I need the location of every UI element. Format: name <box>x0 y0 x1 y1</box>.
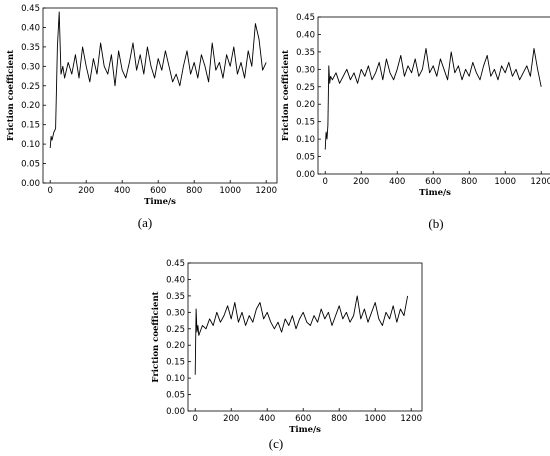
y-tick-label: 0.45 <box>296 13 315 23</box>
y-tick-label: 0.00 <box>296 170 315 180</box>
y-tick-label: 0.40 <box>166 275 185 285</box>
x-tick-label: 1200 <box>400 414 422 424</box>
panel-a: 0.00 0.05 0.10 0.15 0.20 0.25 0.30 0.35 0.40 0.45… <box>6 4 278 230</box>
y-tick-label: 0.10 <box>296 135 315 145</box>
x-tick-label: 800 <box>186 186 202 196</box>
y-axis-label: Friction coefficient <box>281 50 291 141</box>
y-tick-label: 0.20 <box>296 100 315 110</box>
panel-c: 0.00 0.05 0.10 0.15 0.20 0.25 0.30 0.35 0.40 0.45… <box>151 259 423 451</box>
x-tick-label: 400 <box>114 186 130 196</box>
x-tick-label: 0 <box>47 186 52 196</box>
y-tick-label: 0.35 <box>166 292 185 302</box>
x-tick-label: 400 <box>389 177 405 187</box>
plot-frame <box>317 16 550 175</box>
y-tick-label: 0.30 <box>21 62 40 72</box>
x-tick-label: 800 <box>461 177 477 187</box>
y-tick-label: 0.45 <box>21 4 40 14</box>
x-tick-label: 1200 <box>530 177 550 187</box>
y-tick-label: 0.05 <box>166 391 185 401</box>
x-tick-label: 1200 <box>255 186 277 196</box>
panel-caption: (a) <box>138 215 152 230</box>
friction-series-line <box>194 295 409 375</box>
y-tick-label: 0.15 <box>166 358 185 368</box>
x-tick-label: 0 <box>322 177 327 187</box>
y-tick-label: 0.10 <box>21 140 40 150</box>
y-tick-label: 0.25 <box>21 82 40 92</box>
x-tick-label: 1000 <box>494 177 516 187</box>
y-tick-label: 0.35 <box>21 43 40 53</box>
y-tick-label: 0.05 <box>21 160 40 170</box>
y-tick-label: 0.40 <box>296 30 315 40</box>
x-tick-label: 1000 <box>364 414 386 424</box>
y-tick-label: 0.10 <box>166 374 185 384</box>
y-tick-label: 0.00 <box>21 179 40 189</box>
y-tick-label: 0.45 <box>166 259 185 269</box>
x-axis-label: Time/s <box>289 425 321 435</box>
y-tick-label: 0.00 <box>166 407 185 417</box>
panel-caption: (c) <box>269 436 283 451</box>
x-tick-label: 0 <box>192 414 197 424</box>
y-tick-label: 0.30 <box>296 65 315 75</box>
x-tick-label: 1000 <box>219 186 241 196</box>
y-axis-label: Friction coefficient <box>6 50 16 141</box>
y-tick-label: 0.15 <box>21 121 40 131</box>
panel-caption: (b) <box>428 216 443 231</box>
x-tick-label: 200 <box>223 414 239 424</box>
y-axis-label: Friction coefficient <box>151 291 161 382</box>
friction-series-line <box>324 47 542 150</box>
y-tick-label: 0.20 <box>166 341 185 351</box>
x-tick-label: 200 <box>353 177 369 187</box>
y-tick-label: 0.20 <box>21 101 40 111</box>
plot-frame <box>42 7 278 184</box>
y-tick-label: 0.30 <box>166 308 185 318</box>
friction-series-line <box>49 11 267 149</box>
x-axis-label: Time/s <box>144 197 176 207</box>
x-axis-label: Time/s <box>419 188 451 198</box>
y-tick-label: 0.40 <box>21 23 40 33</box>
plot-frame <box>187 262 423 412</box>
y-tick-label: 0.35 <box>296 48 315 58</box>
y-tick-label: 0.15 <box>296 118 315 128</box>
panel-b: 0.00 0.05 0.10 0.15 0.20 0.25 0.30 0.35 0.40 0.45… <box>281 13 550 231</box>
y-tick-label: 0.05 <box>296 153 315 163</box>
y-tick-label: 0.25 <box>296 83 315 93</box>
x-tick-label: 200 <box>78 186 94 196</box>
x-tick-label: 600 <box>425 177 441 187</box>
x-tick-label: 600 <box>150 186 166 196</box>
y-tick-label: 0.25 <box>166 325 185 335</box>
x-tick-label: 600 <box>295 414 311 424</box>
x-tick-label: 800 <box>331 414 347 424</box>
x-tick-label: 400 <box>259 414 275 424</box>
